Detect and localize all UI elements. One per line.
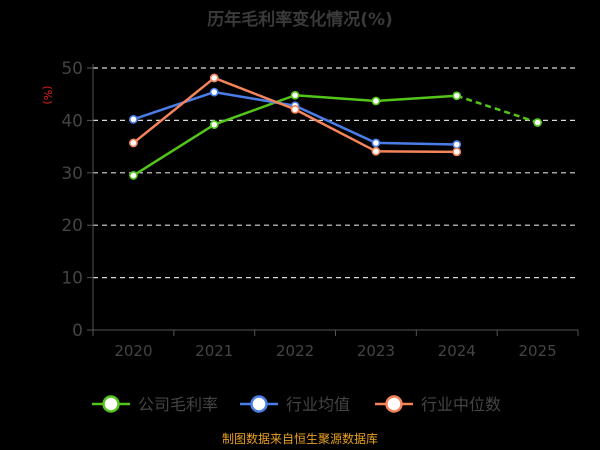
axes [87,64,579,336]
y-tick-label-10: 10 [61,269,83,289]
y-tick-label-50: 50 [61,59,83,79]
data-point-1-2024 [452,140,462,149]
y-tick-label-40: 40 [61,111,83,131]
x-tick-label-2023: 2023 [357,342,395,360]
legend-item-2[interactable]: 行业中位数 [375,395,501,414]
chart-title: 历年毛利率变化情况(%) [207,9,393,30]
data-point-1-2020 [129,114,138,124]
legend-swatch-marker-1 [250,395,268,413]
series-0 [129,90,542,180]
data-point-0-2025 [533,118,542,127]
legend-item-0[interactable]: 公司毛利率 [92,395,218,414]
x-tick-label-2024: 2024 [438,342,476,360]
y-tick-labels: 0 10 20 30 40 50 [61,59,83,341]
data-point-2-2023 [371,146,381,156]
data-point-2-2020 [129,138,138,148]
grid-lines [93,67,578,279]
data-point-0-2024 [452,91,462,101]
y-tick-label-20: 20 [61,216,83,236]
data-point-2-2022 [290,104,300,114]
series-2 [129,73,462,157]
x-tick-label-2020: 2020 [114,342,152,360]
series-lines [129,73,542,180]
x-tick-labels: 2020 2021 2022 2023 2024 2025 [114,342,556,360]
legend-item-1[interactable]: 行业均值 [240,395,350,414]
legend-label-1: 行业均值 [286,395,350,414]
x-tick-label-2025: 2025 [518,342,556,360]
legend-swatch-marker-0 [102,395,120,413]
x-tick-label-2021: 2021 [195,342,233,360]
data-point-2-2024 [452,147,462,157]
legend-label-2: 行业中位数 [421,395,501,414]
data-point-0-2022 [290,90,300,100]
data-point-0-2023 [371,96,381,106]
y-tick-label-30: 30 [61,164,83,184]
data-point-1-2023 [371,138,381,148]
y-tick-label-0: 0 [72,321,83,341]
data-point-1-2021 [209,87,219,97]
data-point-2-2021 [209,73,219,83]
series-line-dashed-0 [456,94,538,124]
x-tick-label-2022: 2022 [276,342,314,360]
series-line-2 [132,76,457,154]
data-point-0-2021 [209,120,219,129]
legend-swatch-marker-2 [385,395,403,413]
data-point-0-2020 [129,171,138,180]
data-source-note: 制图数据来自恒生聚源数据库 [222,431,378,446]
legend: 公司毛利率 行业均值 行业中位数 [92,395,501,414]
y-axis-unit-label: (%) [41,85,54,104]
legend-label-0: 公司毛利率 [138,395,218,414]
